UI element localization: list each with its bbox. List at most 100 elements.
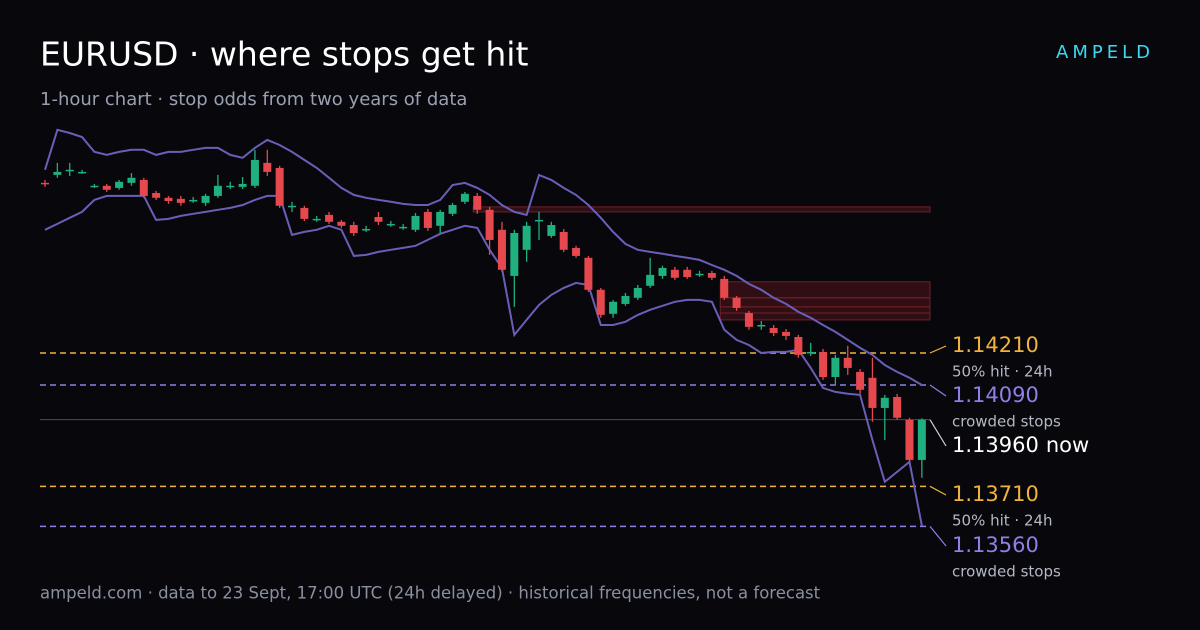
stop-zone <box>719 306 931 314</box>
level-note: now <box>1046 433 1089 457</box>
candle-body <box>164 197 173 201</box>
candle-body <box>201 195 210 203</box>
candle-body <box>856 371 865 390</box>
candle-body <box>78 171 87 174</box>
band-line <box>44 194 923 526</box>
candle-body <box>522 225 531 250</box>
level-label: 1.13710 <box>952 482 1039 506</box>
candle-body <box>893 397 902 418</box>
candle-body <box>905 419 914 460</box>
candle-body <box>127 177 136 183</box>
level-label: 1.14090 <box>952 383 1039 407</box>
level-note: crowded stops <box>952 563 1061 581</box>
candle-body <box>90 185 99 188</box>
candle-body <box>250 159 259 186</box>
stop-zone <box>719 297 931 308</box>
candle-body <box>399 226 408 229</box>
candle-body <box>288 205 296 208</box>
candle-body <box>473 195 482 210</box>
candle-body <box>535 219 543 222</box>
candle-body <box>238 183 247 187</box>
candle-body <box>300 207 309 219</box>
level-connector <box>929 345 947 354</box>
candle-body <box>732 297 741 308</box>
stop-zone <box>719 312 931 321</box>
candle-body <box>139 179 148 196</box>
candle-body <box>275 167 284 206</box>
candle-body <box>757 325 766 327</box>
candle-body <box>584 257 593 290</box>
level-label: 1.13560 <box>952 533 1039 557</box>
candle-body <box>633 287 642 298</box>
candle-body <box>374 217 383 222</box>
candle-body <box>485 209 494 240</box>
level-connector <box>929 419 947 447</box>
candle-body <box>880 397 889 408</box>
candle-body <box>460 193 469 202</box>
candle-body <box>744 313 753 327</box>
candle-body <box>263 162 272 172</box>
candle-body <box>436 211 445 226</box>
candle-body <box>423 211 432 228</box>
candle-body <box>819 351 828 377</box>
level-connector <box>929 525 947 547</box>
candle-body <box>782 331 790 336</box>
candle-body <box>868 377 877 408</box>
candle-body <box>497 229 506 270</box>
candle-body <box>707 273 716 278</box>
candle-body <box>411 215 420 230</box>
brand: AMPELD <box>1056 42 1154 63</box>
candle-body <box>213 185 222 196</box>
footer: ampeld.com · data to 23 Sept, 17:00 UTC … <box>40 584 821 603</box>
candle-body <box>572 247 581 256</box>
candle-body <box>152 193 161 198</box>
candle-body <box>386 223 395 226</box>
candle-body <box>695 273 704 276</box>
candle-body <box>41 182 49 185</box>
candle-body <box>448 205 457 214</box>
candle-body <box>609 301 618 314</box>
candle-body <box>843 357 852 368</box>
level-note: crowded stops <box>952 413 1061 431</box>
title: EURUSD · where stops get hit <box>40 35 528 74</box>
candle-body <box>115 181 124 188</box>
candle-body <box>769 327 778 333</box>
candle-body <box>312 218 321 221</box>
candle-body <box>646 274 655 286</box>
candle-body <box>362 229 371 231</box>
candle-body <box>53 171 62 175</box>
level-note: 50% hit · 24h <box>952 363 1053 381</box>
candle-body <box>670 269 679 278</box>
candle-body <box>349 225 358 233</box>
candle-body <box>102 185 111 190</box>
candle-body <box>831 357 840 377</box>
level-label: 1.13960 <box>952 433 1039 457</box>
candle-body <box>176 198 185 203</box>
candle-body <box>226 185 235 188</box>
candle-body <box>621 295 630 304</box>
candle-body <box>806 351 815 354</box>
plot: 1.14210 50% hit · 24h 1.14090 crowded stops… <box>40 128 1089 581</box>
stop-zone <box>472 206 931 213</box>
band-line <box>44 128 923 386</box>
candle-body <box>917 419 926 460</box>
level-connector <box>929 384 947 397</box>
subtitle: 1-hour chart · stop odds from two years … <box>40 89 467 110</box>
candle-body <box>683 269 692 277</box>
candle-body <box>65 169 74 172</box>
candle-body <box>337 221 346 226</box>
candle-body <box>559 231 568 250</box>
candle-body <box>658 267 667 276</box>
candle-body <box>547 225 556 236</box>
candle-body <box>596 289 605 315</box>
level-label: 1.14210 <box>952 333 1039 357</box>
level-connector <box>929 485 947 496</box>
candle-body <box>189 199 198 202</box>
candle-body <box>325 214 334 222</box>
candle-body <box>510 233 519 276</box>
level-note: 50% hit · 24h <box>952 512 1053 530</box>
candle-body <box>720 278 729 298</box>
candle-body <box>794 337 803 355</box>
